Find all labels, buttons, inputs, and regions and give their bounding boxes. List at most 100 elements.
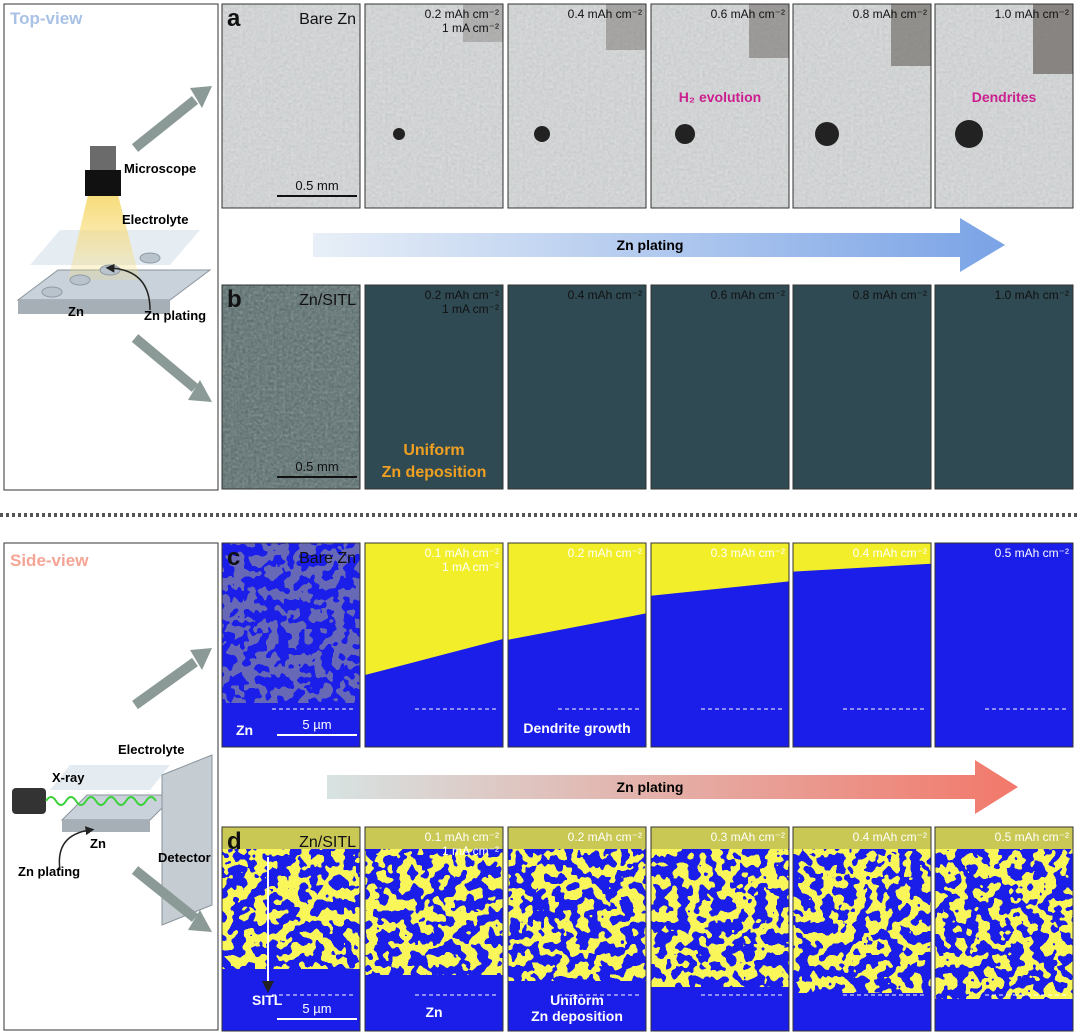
deposit-layer: [508, 827, 646, 849]
frame-label: 0.6 mAh cm⁻²: [711, 7, 785, 21]
texture: [222, 543, 360, 703]
annotation: Dendrites: [972, 89, 1037, 105]
arrow-label: Zn plating: [617, 237, 684, 253]
texture: [508, 4, 646, 208]
annotation: Uniform: [403, 442, 464, 459]
frame-border: [792, 542, 932, 748]
deposit-layer: [651, 827, 789, 849]
frame-border: [650, 826, 790, 1032]
schematic-label: Detector: [158, 850, 211, 865]
panel-title: Zn/SITL: [299, 834, 356, 851]
texture: [793, 849, 931, 993]
deposit: [651, 543, 789, 596]
deposit: [508, 543, 646, 640]
frame-label: 0.3 mAh cm⁻²: [711, 830, 785, 844]
frame-label: 1 mA cm⁻²: [442, 302, 499, 316]
annotation: Uniform: [550, 992, 604, 1008]
annotation: Zn: [425, 1004, 442, 1020]
frame-border: [221, 542, 361, 748]
direction-arrows: [131, 657, 199, 922]
schematic-label: Zn plating: [18, 864, 80, 879]
shadow: [1033, 4, 1073, 74]
frame-border: [792, 284, 932, 490]
substrate-label: SITL: [252, 992, 283, 1008]
dendrite: [393, 128, 405, 140]
view-label: Side-view: [10, 551, 89, 570]
panel-letter: c: [227, 544, 240, 571]
zn-plate-side: [62, 820, 150, 832]
schematic-label: Zn plating: [144, 308, 206, 323]
panel-title: Bare Zn: [299, 550, 356, 567]
frame-label: 0.4 mAh cm⁻²: [853, 830, 927, 844]
arrow-head: [188, 910, 212, 932]
scale-label: 0.5 mm: [295, 459, 338, 474]
panel-letter: b: [227, 286, 242, 313]
frame-border: [792, 826, 932, 1032]
arrow-head: [190, 648, 212, 670]
texture: [651, 849, 789, 987]
frame-border: [507, 3, 647, 209]
scale-label: 5 µm: [302, 1001, 331, 1016]
frame-border: [934, 542, 1074, 748]
arrow-label: Zn plating: [617, 779, 684, 795]
schematic-label: Zn: [68, 304, 84, 319]
microscope: [85, 170, 121, 196]
frame-border: [507, 284, 647, 490]
detector: [161, 754, 213, 926]
arrow-head: [190, 86, 212, 108]
micrograph: [365, 285, 503, 489]
frame-label: 0.5 mAh cm⁻²: [995, 546, 1069, 560]
deposit: [793, 543, 931, 572]
deposit-layer: [222, 827, 360, 849]
panel-title: Bare Zn: [299, 11, 356, 28]
frame-label: 0.2 mAh cm⁻²: [425, 7, 499, 21]
frame-label: 1 mA cm⁻²: [442, 21, 499, 35]
frame-border: [364, 3, 504, 209]
xray-image: [793, 543, 931, 747]
frame-border: [364, 826, 504, 1032]
objective: [90, 146, 116, 172]
texture: [508, 849, 646, 981]
plating-arrow: [313, 218, 1005, 272]
frame-label: 0.8 mAh cm⁻²: [853, 288, 927, 302]
texture: [222, 849, 360, 969]
texture: [935, 849, 1073, 999]
frame-border: [934, 3, 1074, 209]
shadow: [891, 4, 931, 66]
schematic-label: X-ray: [52, 770, 85, 785]
frame-label: 0.2 mAh cm⁻²: [425, 288, 499, 302]
zn-plate: [60, 794, 177, 821]
texture: [222, 285, 360, 489]
frame-label: 0.2 mAh cm⁻²: [568, 830, 642, 844]
frame-border: [650, 284, 790, 490]
frame-label: 0.4 mAh cm⁻²: [568, 288, 642, 302]
frame-label: 0.3 mAh cm⁻²: [711, 546, 785, 560]
texture: [222, 4, 360, 208]
frame-border: [221, 3, 361, 209]
direction-arrows: [131, 96, 199, 392]
panel-title: Zn/SITL: [299, 292, 356, 309]
frame-border: [934, 284, 1074, 490]
annotation: Zn deposition: [382, 464, 487, 481]
frame-label: 1.0 mAh cm⁻²: [995, 288, 1069, 302]
micrograph: [508, 285, 646, 489]
frame-label: 0.4 mAh cm⁻²: [853, 546, 927, 560]
texture: [365, 4, 503, 208]
panel-box: [3, 542, 219, 1031]
scale-label: 0.5 mm: [295, 178, 338, 193]
frame-border: [934, 826, 1074, 1032]
dendrite: [534, 126, 550, 142]
substrate-label: Zn: [236, 722, 253, 738]
frame-label: 0.1 mAh cm⁻²: [425, 830, 499, 844]
frame-border: [650, 542, 790, 748]
light-beam: [68, 195, 140, 280]
shadow: [606, 4, 646, 50]
frame-label: 0.8 mAh cm⁻²: [853, 7, 927, 21]
deposit-layer: [365, 827, 503, 849]
shadow: [463, 4, 503, 42]
scale-label: 5 µm: [302, 717, 331, 732]
deposit: [365, 543, 503, 675]
zn-plate-side: [18, 300, 170, 314]
xray-beam: [45, 796, 157, 806]
